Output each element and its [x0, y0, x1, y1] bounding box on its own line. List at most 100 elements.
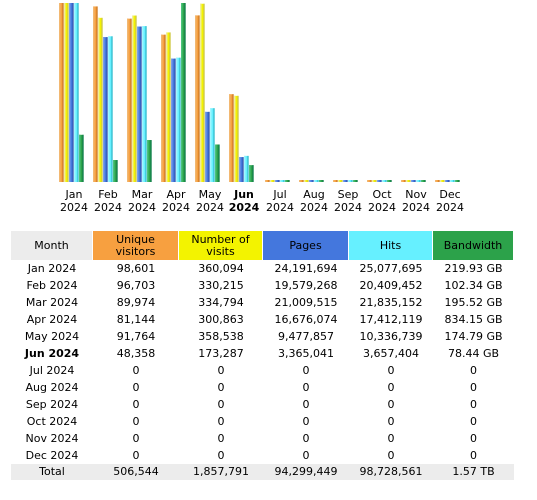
unique-visitors-bar [229, 94, 234, 182]
row-unique: 0 [132, 449, 140, 462]
x-label-year: 2024 [266, 201, 294, 214]
unique-visitors-bar-highlight [93, 6, 95, 183]
hits-bar-shadow [145, 26, 147, 182]
bandwidth-bar-shadow [150, 140, 152, 182]
row-hits: 0 [387, 364, 395, 377]
unique-visitors-bar-highlight [401, 180, 403, 182]
pages-bar-shadow [174, 58, 176, 182]
row-visits: 173,287 [198, 347, 244, 360]
visits-bar-highlight [304, 180, 306, 182]
pages-bar [205, 111, 210, 182]
bandwidth-bar-highlight [181, 3, 183, 182]
row-unique: 0 [132, 415, 140, 428]
row-month: Jan 2024 [27, 262, 77, 275]
row-month: Aug 2024 [25, 381, 79, 394]
row-visits: 300,863 [198, 313, 244, 326]
pages-bar-shadow [278, 180, 280, 182]
table-row: Jul 2024 0 0 0 0 0 [11, 362, 514, 379]
x-label-month: Sep [337, 188, 359, 201]
x-label-year: 2024 [402, 201, 430, 214]
visits-bar [406, 180, 411, 182]
total-hits: 98,728,561 [349, 464, 433, 480]
row-hits: 17,412,119 [359, 313, 423, 326]
pages-bar [445, 180, 450, 182]
unique-visitors-bar-highlight [161, 34, 163, 182]
bandwidth-bar-highlight [113, 160, 115, 182]
bandwidth-bar-shadow [424, 180, 426, 182]
total-pages: 94,299,449 [263, 464, 349, 480]
monthly-history-chart [59, 3, 460, 183]
hits-bar [142, 26, 147, 182]
bandwidth-bar [285, 180, 290, 182]
row-bandwidth: 174.79 GB [444, 330, 503, 343]
hits-bar [74, 3, 79, 182]
visits-bar [304, 180, 309, 182]
x-label-sep: Sep 2024 [328, 188, 368, 214]
unique-visitors-bar [59, 3, 64, 182]
pages-bar-highlight [69, 3, 71, 182]
pages-bar [343, 180, 348, 182]
header-month: Month [11, 231, 93, 260]
row-pages: 0 [302, 432, 310, 445]
visits-bar-highlight [64, 3, 66, 182]
visits-bar [132, 15, 137, 183]
pages-bar [137, 26, 142, 183]
x-label-feb: Feb 2024 [88, 188, 128, 214]
pages-bar [103, 37, 108, 182]
unique-visitors-bar [93, 6, 98, 183]
x-label-jun: Jun 2024 [224, 188, 264, 214]
row-month: May 2024 [24, 330, 80, 343]
hits-bar-highlight [176, 57, 178, 182]
hits-bar-shadow [283, 180, 285, 182]
x-label-month: Feb [98, 188, 118, 201]
row-unique: 48,358 [116, 347, 156, 360]
x-label-month: Oct [372, 188, 392, 201]
x-label-month: May [198, 188, 222, 201]
pages-bar-shadow [346, 180, 348, 182]
row-pages: 0 [302, 398, 310, 411]
x-label-month: Mar [131, 188, 153, 201]
unique-visitors-bar-shadow [164, 34, 166, 182]
pages-bar [411, 180, 416, 182]
pages-bar [239, 157, 244, 182]
bandwidth-bar-highlight [215, 144, 217, 182]
header-unique-line2: visitors [115, 244, 156, 258]
row-visits: 0 [217, 449, 225, 462]
bandwidth-bar-shadow [82, 134, 84, 182]
x-label-year: 2024 [334, 201, 362, 214]
visits-bar-shadow [273, 180, 275, 182]
row-bandwidth: 0 [470, 415, 477, 428]
row-hits: 21,835,152 [359, 296, 423, 309]
hits-bar-shadow [317, 180, 319, 182]
row-bandwidth: 0 [470, 432, 477, 445]
pages-bar [69, 3, 74, 182]
pages-bar-highlight [275, 180, 277, 182]
hits-bar [450, 180, 455, 182]
hits-bar-highlight [348, 180, 350, 182]
pages-bar-highlight [411, 180, 413, 182]
unique-visitors-bar-shadow [62, 3, 64, 182]
row-pages: 9,477,857 [278, 330, 334, 343]
row-month: Jun 2024 [24, 347, 80, 360]
visits-bar-shadow [341, 180, 343, 182]
pages-bar-highlight [445, 180, 447, 182]
hits-bar-highlight [382, 180, 384, 182]
hits-bar [348, 180, 353, 182]
hits-bar [416, 180, 421, 182]
bandwidth-bar-shadow [116, 160, 118, 182]
row-unique: 0 [132, 364, 140, 377]
table-row-current-month: Jun 2024 48,358 173,287 3,365,041 3,657,404 7… [11, 345, 514, 362]
pages-bar-shadow [208, 111, 210, 182]
hits-bar-highlight [108, 36, 110, 183]
unique-visitors-bar-shadow [336, 180, 338, 182]
visits-bar-shadow [443, 180, 445, 182]
table-total-row: Total 506,544 1,857,791 94,299,449 98,728,56… [11, 464, 514, 480]
row-hits: 25,077,695 [359, 262, 423, 275]
row-bandwidth: 102.34 GB [444, 279, 503, 292]
visits-bar-highlight [372, 180, 374, 182]
table-row: May 2024 91,764 358,538 9,477,857 10,336,739… [11, 328, 514, 345]
x-label-month: Jan [65, 188, 83, 201]
pages-bar-shadow [106, 37, 108, 182]
bandwidth-bar-highlight [353, 180, 355, 182]
pages-bar-shadow [242, 157, 244, 182]
